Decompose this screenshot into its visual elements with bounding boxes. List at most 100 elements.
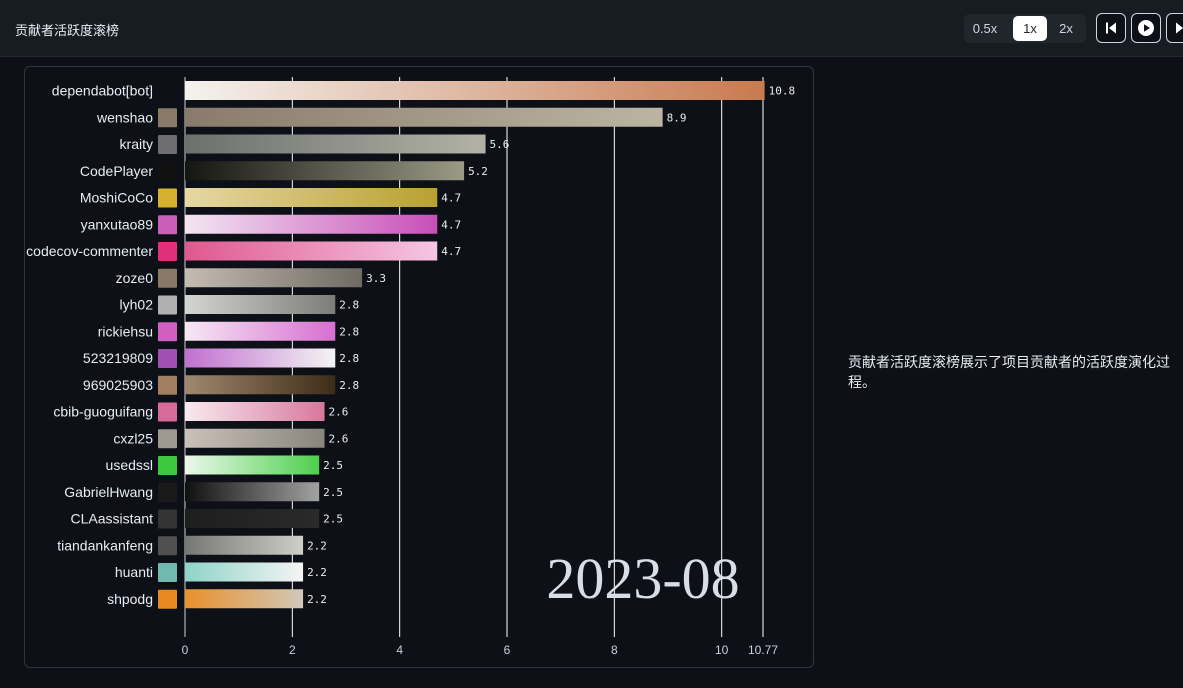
bar	[185, 428, 325, 448]
avatar	[158, 161, 177, 181]
bar-chart-race: dependabot[bot] wenshao kraity CodePlayer Mo…	[26, 77, 795, 657]
bar	[185, 562, 304, 582]
value-label: 8.9	[667, 111, 687, 124]
bar	[185, 535, 304, 555]
play-next-icon	[1176, 22, 1183, 34]
category-label: usedssl	[106, 457, 153, 473]
speed-1x-button[interactable]: 1x	[1013, 16, 1047, 41]
value-label: 2.8	[339, 379, 359, 392]
speed-0.5x-button[interactable]: 0.5x	[972, 21, 998, 36]
avatar	[158, 589, 177, 609]
x-tick-label: 8	[611, 643, 618, 657]
value-label: 4.7	[441, 218, 461, 231]
bar	[185, 241, 438, 261]
next-button[interactable]	[1166, 13, 1183, 43]
category-label: zoze0	[116, 270, 154, 286]
avatar	[158, 509, 177, 529]
bar	[185, 375, 336, 395]
category-label: yanxutao89	[81, 216, 154, 232]
chart-description: 贡献者活跃度滚榜展示了项目贡献者的活跃度演化过程。	[848, 354, 1170, 390]
play-circle-icon	[1138, 20, 1154, 36]
avatar	[158, 268, 177, 288]
value-label: 2.2	[307, 566, 327, 579]
category-label: kraity	[120, 136, 153, 152]
value-label: 2.5	[323, 486, 343, 499]
category-label: cxzl25	[113, 430, 153, 446]
avatar	[158, 295, 177, 315]
bar	[185, 295, 336, 314]
value-label: 2.2	[307, 593, 327, 606]
avatar	[158, 456, 177, 475]
category-labels: dependabot[bot] wenshao kraity CodePlayer Mo…	[26, 83, 177, 609]
x-tick-label: 6	[504, 643, 511, 657]
bar	[185, 81, 765, 100]
header-bar: 贡献者活跃度滚榜 0.5x 1x 2x	[0, 0, 1183, 57]
bar	[185, 268, 363, 288]
x-tick-label: 10	[715, 643, 729, 657]
value-label: 5.6	[490, 138, 510, 151]
category-label: 969025903	[83, 377, 153, 393]
bar	[185, 134, 486, 154]
avatar	[158, 536, 177, 556]
avatar	[158, 215, 177, 235]
x-tick-label: 2	[289, 643, 296, 657]
category-label: huanti	[115, 564, 153, 580]
category-label: cbib-guoguifang	[53, 404, 153, 420]
page-title: 贡献者活跃度滚榜	[15, 23, 120, 38]
category-label: dependabot[bot]	[52, 83, 153, 99]
bar	[185, 321, 336, 341]
value-label: 4.7	[441, 192, 461, 205]
bar	[185, 402, 325, 421]
value-label: 3.3	[366, 272, 386, 285]
value-label: 2.8	[339, 325, 359, 338]
speed-2x-button[interactable]: 2x	[1059, 21, 1073, 36]
speed-selector: 0.5x 1x 2x	[964, 14, 1086, 43]
category-label: CodePlayer	[80, 163, 153, 179]
value-label: 5.2	[468, 165, 488, 178]
bar	[185, 107, 663, 127]
category-label: shpodg	[107, 591, 153, 607]
value-label: 4.7	[441, 245, 461, 258]
avatar	[158, 375, 177, 395]
category-label: 523219809	[83, 350, 153, 366]
play-button[interactable]	[1131, 13, 1161, 43]
value-label: 2.8	[339, 299, 359, 312]
avatar	[158, 402, 177, 422]
bar	[185, 482, 320, 502]
category-label: wenshao	[96, 109, 153, 125]
x-axis-ticks: 0 2 4 6 8 10 10.77	[182, 643, 779, 657]
category-label: codecov-commenter	[26, 243, 153, 259]
value-label: 2.2	[307, 539, 327, 552]
x-tick-label: 4	[396, 643, 403, 657]
skip-back-icon	[1106, 22, 1116, 34]
bar	[185, 348, 336, 368]
period-label: 2023-08	[546, 546, 739, 611]
avatar	[158, 429, 177, 449]
value-label: 2.5	[323, 459, 343, 472]
value-labels: 10.8 8.9 5.6 5.2 4.7 4.7 4.7 3.3 2.8 2.8 2.8 2.8 2.6…	[307, 85, 795, 606]
category-label: rickiehsu	[98, 323, 153, 339]
bar	[185, 455, 320, 475]
x-tick-label: 0	[182, 643, 189, 657]
avatar	[158, 188, 177, 208]
value-label: 10.8	[769, 85, 796, 98]
category-label: MoshiCoCo	[80, 190, 153, 206]
bar	[185, 214, 438, 234]
bar	[185, 161, 465, 181]
category-label: CLAassistant	[71, 511, 154, 527]
value-label: 2.8	[339, 352, 359, 365]
bar	[185, 509, 320, 528]
avatar	[158, 482, 177, 502]
skip-to-start-button[interactable]	[1096, 13, 1126, 43]
value-label: 2.6	[329, 432, 349, 445]
x-tick-label: 10.77	[748, 643, 778, 657]
category-label: GabrielHwang	[64, 484, 153, 500]
avatar	[158, 349, 177, 368]
category-label: tiandankanfeng	[57, 537, 153, 553]
avatar	[158, 242, 177, 261]
avatar	[158, 322, 177, 342]
bars	[185, 81, 765, 609]
avatar	[158, 135, 177, 154]
value-label: 2.5	[323, 513, 343, 526]
bar	[185, 589, 304, 609]
